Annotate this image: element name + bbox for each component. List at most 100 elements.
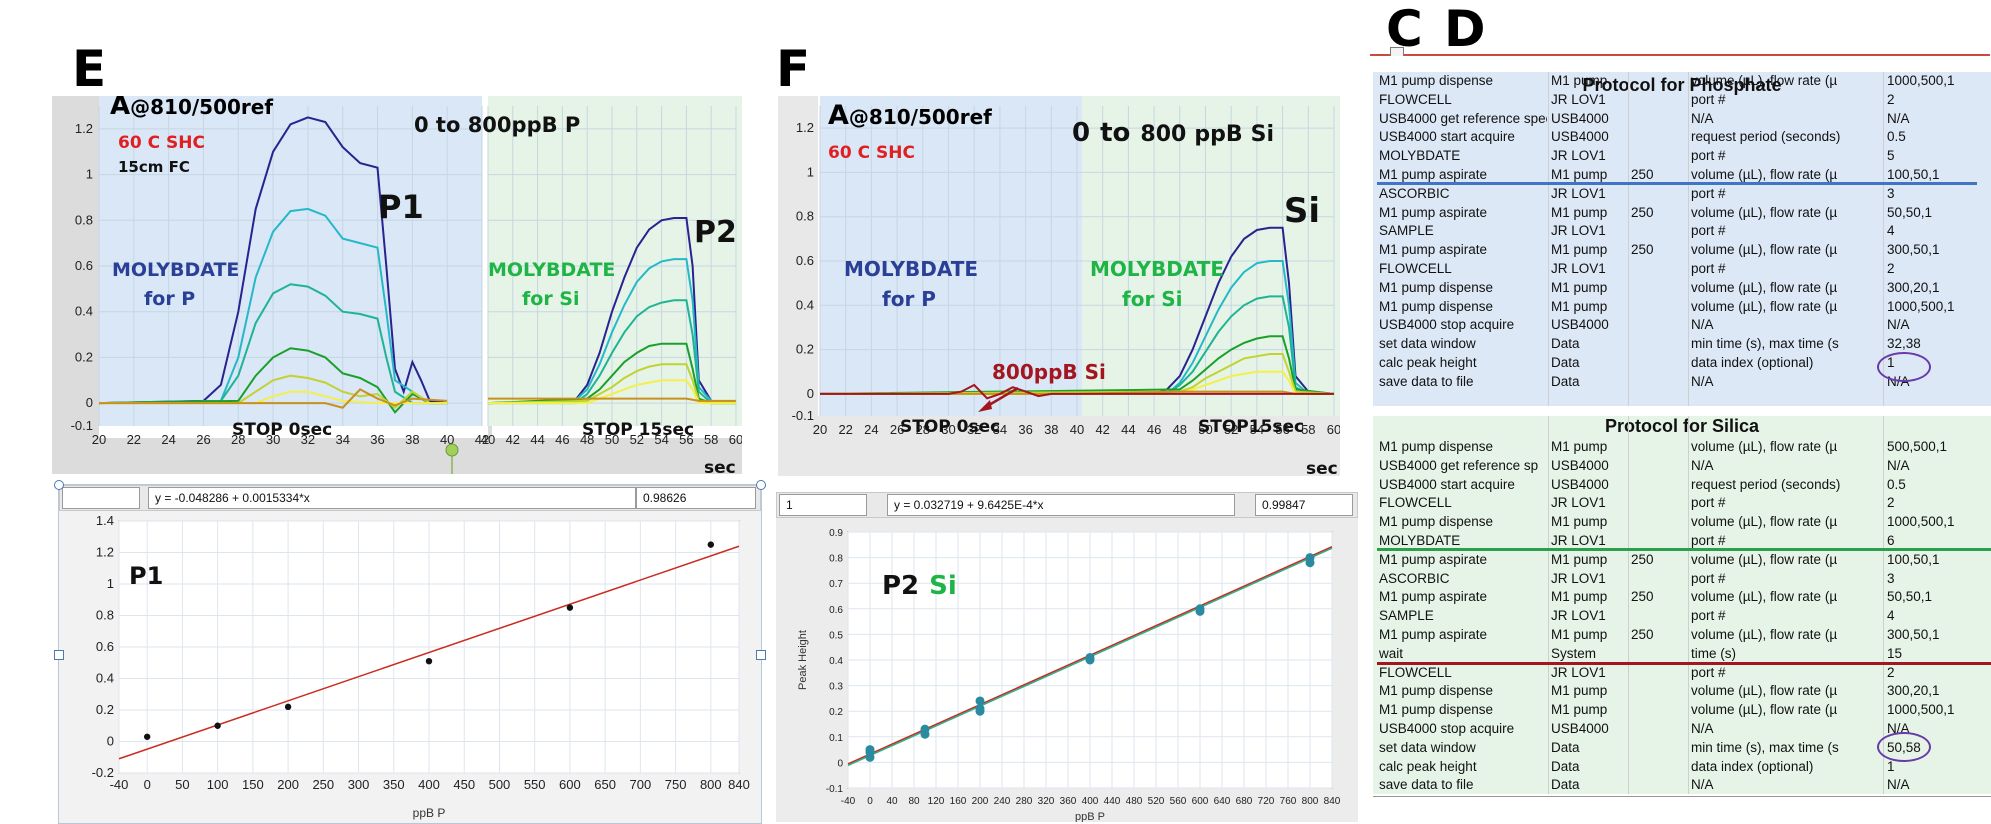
sil-row[interactable]: ASCORBIC JR LOV1 port # 3 bbox=[1373, 570, 1991, 589]
phos-row[interactable]: M1 pump dispense M1 pump volume (µL), flow… bbox=[1373, 279, 1991, 298]
sil-row[interactable]: set data window Data min time (s), max tim… bbox=[1373, 739, 1991, 758]
phos-cell-device: M1 pump bbox=[1551, 167, 1608, 182]
sil-cell-field: volume (µL), flow rate (µ bbox=[1691, 683, 1838, 699]
sil-row[interactable]: USB4000 get reference sp USB4000 N/A N/A bbox=[1373, 457, 1991, 476]
sil-row[interactable]: wait System time (s) 15 bbox=[1373, 645, 1991, 664]
phos-cell-device: M1 pump bbox=[1551, 298, 1608, 314]
phos-row[interactable]: USB4000 start acquire USB4000 request peri… bbox=[1373, 128, 1991, 147]
sil-row[interactable]: FLOWCELL JR LOV1 port # 2 bbox=[1373, 664, 1991, 683]
sil-cell-device: JR LOV1 bbox=[1551, 664, 1606, 680]
phos-row[interactable]: FLOWCELL JR LOV1 port # 2 bbox=[1373, 260, 1991, 279]
f-cal-data-point bbox=[975, 696, 985, 706]
phos-row[interactable]: USB4000 get reference spec USB4000 N/A N/A bbox=[1373, 110, 1991, 129]
e-cal-xtick: 150 bbox=[242, 777, 264, 792]
sil-cell-device: USB4000 bbox=[1551, 476, 1609, 492]
f-ytick: 0.2 bbox=[796, 342, 814, 357]
phos-cell-value: 1000,500,1 bbox=[1887, 73, 1955, 88]
e2-series-0 bbox=[487, 217, 737, 405]
e-cal-data-point bbox=[284, 703, 292, 711]
sil-cell-value: N/A bbox=[1887, 457, 1910, 473]
sil-row[interactable]: USB4000 start acquire USB4000 request peri… bbox=[1373, 476, 1991, 495]
e1-xtick: 42 bbox=[475, 432, 489, 447]
e-cal-xtick: 700 bbox=[630, 777, 652, 792]
phos-cell-value: N/A bbox=[1887, 110, 1910, 126]
sil-row[interactable]: M1 pump aspirate M1 pump 250 volume (µL), f… bbox=[1373, 551, 1991, 570]
sil-row[interactable]: M1 pump dispense M1 pump volume (µL), flow… bbox=[1373, 682, 1991, 701]
phos-row[interactable]: calc peak height Data data index (optional… bbox=[1373, 354, 1991, 373]
f-xtick: 30 bbox=[941, 422, 955, 437]
sil-cell-field: volume (µL), flow rate (µ bbox=[1691, 439, 1838, 454]
f-cal-xtick: 400 bbox=[1082, 796, 1099, 807]
f-cal-ytick: 0.4 bbox=[829, 656, 843, 667]
f-xtick: 42 bbox=[1095, 422, 1109, 437]
phos-row[interactable]: set data window Data min time (s), max tim… bbox=[1373, 335, 1991, 354]
phos-row[interactable]: M1 pump aspirate M1 pump 250 volume (µL), f… bbox=[1373, 241, 1991, 260]
e2-xtick: 48 bbox=[580, 432, 594, 447]
sil-row[interactable]: USB4000 stop acquire USB4000 N/A N/A bbox=[1373, 720, 1991, 739]
phos-row[interactable]: M1 pump dispense M1 pump volume (µL), flow… bbox=[1373, 298, 1991, 317]
sil-row[interactable]: MOLYBDATE JR LOV1 port # 6 bbox=[1373, 532, 1991, 551]
e-slider-knob[interactable] bbox=[445, 443, 459, 457]
phos-cell-value: 5 bbox=[1887, 148, 1895, 164]
phos-row[interactable]: USB4000 stop acquire USB4000 N/A N/A bbox=[1373, 316, 1991, 335]
sil-cell-value: N/A bbox=[1887, 777, 1910, 793]
phos-row[interactable]: M1 pump aspirate M1 pump 250 volume (µL), f… bbox=[1373, 204, 1991, 223]
sil-row[interactable]: M1 pump dispense M1 pump volume (µL), flow… bbox=[1373, 701, 1991, 720]
phos-row[interactable]: M1 pump dispense M1 pump volume (µL), flow… bbox=[1373, 72, 1991, 91]
e-cal-data-point bbox=[143, 733, 151, 740]
panel-e-kinetic-svg: 20 22 24 26 28 30 32 34 36 38 40 42 40 42 44 46 48 50 52 5… bbox=[52, 91, 743, 478]
phos-row[interactable]: M1 pump aspirate M1 pump 250 volume (µL), f… bbox=[1373, 166, 1991, 185]
sil-cell-field: port # bbox=[1691, 533, 1726, 548]
sil-cell-step: FLOWCELL bbox=[1379, 664, 1452, 680]
sil-row[interactable]: FLOWCELL JR LOV1 port # 2 bbox=[1373, 494, 1991, 513]
sil-cell-value: 3 bbox=[1887, 570, 1895, 586]
phos-cell-field: N/A bbox=[1691, 317, 1714, 333]
e1-xtick: 28 bbox=[231, 432, 245, 447]
e-resize-handle-ml[interactable] bbox=[54, 650, 64, 660]
f-cal-label: P2 Si bbox=[882, 571, 957, 601]
protocol-silica-title: Protocol for Silica bbox=[1604, 416, 1760, 436]
e-fit-index-box[interactable] bbox=[62, 487, 140, 509]
sil-cell-field: N/A bbox=[1691, 721, 1714, 736]
sil-cell-step: save data to file bbox=[1379, 777, 1474, 793]
sil-cell-step: M1 pump dispense bbox=[1379, 439, 1494, 454]
sil-cell-field: volume (µL), flow rate (µ bbox=[1691, 551, 1838, 567]
f-xtick: 52 bbox=[1224, 422, 1238, 437]
phos-cell-field: port # bbox=[1691, 148, 1726, 164]
e2-xtick: 46 bbox=[555, 432, 569, 447]
phos-row[interactable]: FLOWCELL JR LOV1 port # 2 bbox=[1373, 91, 1991, 110]
phos-cell-field: volume (µL), flow rate (µ bbox=[1691, 279, 1838, 295]
f-range-label: 0 to 800 ppB Si bbox=[1072, 118, 1274, 148]
e1-series-2 bbox=[98, 283, 448, 405]
f-xtick: 60 bbox=[1327, 422, 1340, 437]
f-xtick: 34 bbox=[993, 422, 1007, 437]
e-resize-handle-tl[interactable] bbox=[54, 480, 64, 490]
f-fit-index-box[interactable]: 1 bbox=[779, 494, 867, 516]
sil-row[interactable]: M1 pump dispense M1 pump volume (µL), flow… bbox=[1373, 438, 1991, 457]
f-xtick: 50 bbox=[1198, 422, 1212, 437]
e-resize-handle-tr[interactable] bbox=[756, 480, 766, 490]
e-cal-xtick: 50 bbox=[175, 777, 189, 792]
e-fc-label: 15cm FC bbox=[118, 158, 190, 176]
f-cal-xtick: 360 bbox=[1060, 796, 1077, 807]
f-xtick: 20 bbox=[813, 422, 827, 437]
sil-row[interactable]: calc peak height Data data index (optional… bbox=[1373, 758, 1991, 777]
f-cal-ytick: 0.7 bbox=[829, 579, 843, 590]
f-cal-data-point bbox=[1085, 652, 1095, 662]
sil-row[interactable]: M1 pump aspirate M1 pump 250 volume (µL), f… bbox=[1373, 588, 1991, 607]
phos-row[interactable]: MOLYBDATE JR LOV1 port # 5 bbox=[1373, 147, 1991, 166]
e-resize-handle-mr[interactable] bbox=[756, 650, 766, 660]
sil-row[interactable]: save data to file Data N/A N/A bbox=[1373, 776, 1991, 795]
phos-cell-value: 300,20,1 bbox=[1887, 279, 1940, 295]
phos-cell-step: USB4000 stop acquire bbox=[1379, 317, 1515, 333]
phos-row[interactable]: SAMPLE JR LOV1 port # 4 bbox=[1373, 222, 1991, 241]
e2-xtick: 42 bbox=[506, 432, 520, 447]
sil-row[interactable]: M1 pump dispense M1 pump volume (µL), flow… bbox=[1373, 513, 1991, 532]
e1-series-5 bbox=[99, 390, 448, 405]
sil-cell-device: Data bbox=[1551, 777, 1580, 793]
f-cal-ytick: -0.1 bbox=[826, 784, 844, 795]
f-xtick: 36 bbox=[1018, 422, 1032, 437]
sil-row[interactable]: M1 pump aspirate M1 pump 250 volume (µL), f… bbox=[1373, 626, 1991, 645]
phos-row[interactable]: ASCORBIC JR LOV1 port # 3 bbox=[1373, 185, 1991, 204]
sil-row[interactable]: SAMPLE JR LOV1 port # 4 bbox=[1373, 607, 1991, 626]
